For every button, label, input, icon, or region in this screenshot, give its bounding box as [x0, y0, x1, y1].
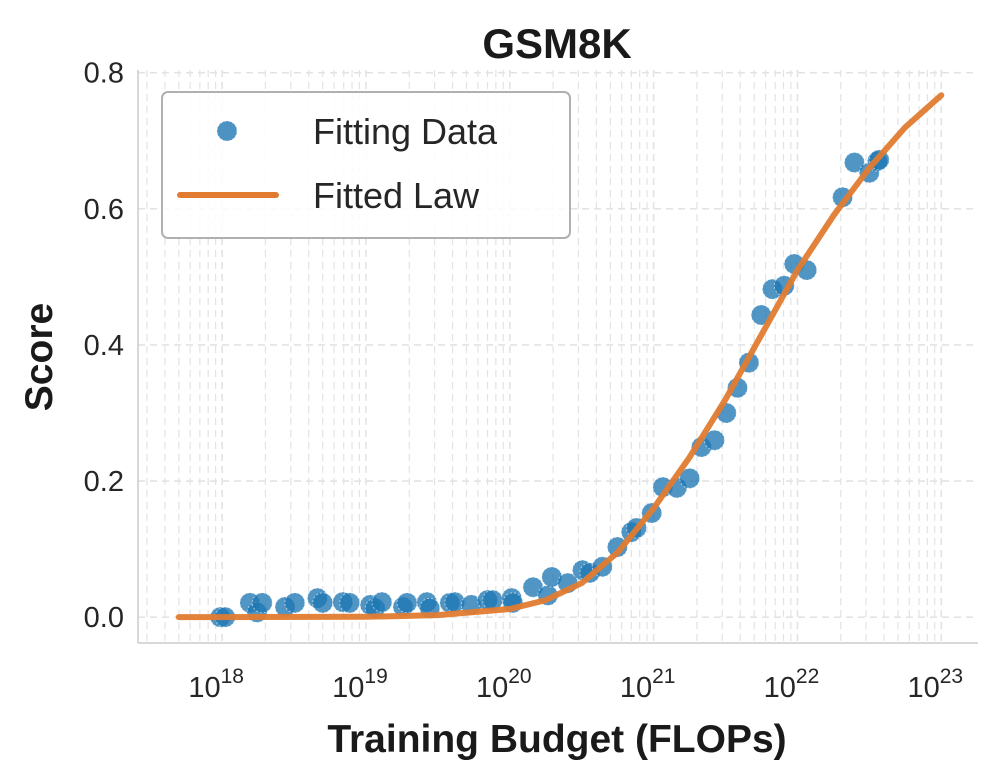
axes: 0.0 0.2 0.4 0.6 0.8 1018 1019 1020 1021 1022 1023 — [84, 58, 978, 704]
y-tick-label: 0.4 — [84, 330, 124, 362]
y-tick-label: 0.0 — [84, 602, 124, 634]
data-point — [251, 592, 273, 614]
x-tick-label: 1022 — [764, 665, 820, 704]
x-tick-label: 1018 — [188, 665, 244, 704]
legend-label-fitted-law: Fitted Law — [313, 175, 480, 216]
data-point — [843, 152, 865, 174]
x-tick-label: 1020 — [476, 665, 532, 704]
x-tick-label: 1023 — [907, 665, 963, 704]
data-point — [679, 467, 701, 489]
x-tick-label: 1021 — [620, 665, 676, 704]
data-point — [371, 591, 393, 613]
data-point — [704, 429, 726, 451]
marks — [175, 92, 945, 628]
y-axis-label: Score — [18, 303, 61, 411]
data-point — [396, 592, 418, 614]
y-tick-label: 0.2 — [84, 466, 124, 498]
data-point — [284, 592, 306, 614]
x-axis-label: Training Budget (FLOPs) — [327, 718, 786, 761]
legend-label-fitting-data: Fitting Data — [313, 111, 498, 152]
legend: Fitting Data Fitted Law — [161, 91, 571, 239]
y-tick-label: 0.6 — [84, 194, 124, 226]
data-point — [312, 592, 334, 614]
data-point — [339, 592, 361, 614]
chart-title: GSM8K — [482, 20, 631, 67]
legend-box — [161, 91, 571, 239]
legend-marker-fitting-data — [216, 120, 238, 142]
fitted-law-line — [175, 92, 945, 621]
y-tick-label: 0.8 — [84, 58, 124, 90]
x-tick-label: 1019 — [332, 665, 388, 704]
